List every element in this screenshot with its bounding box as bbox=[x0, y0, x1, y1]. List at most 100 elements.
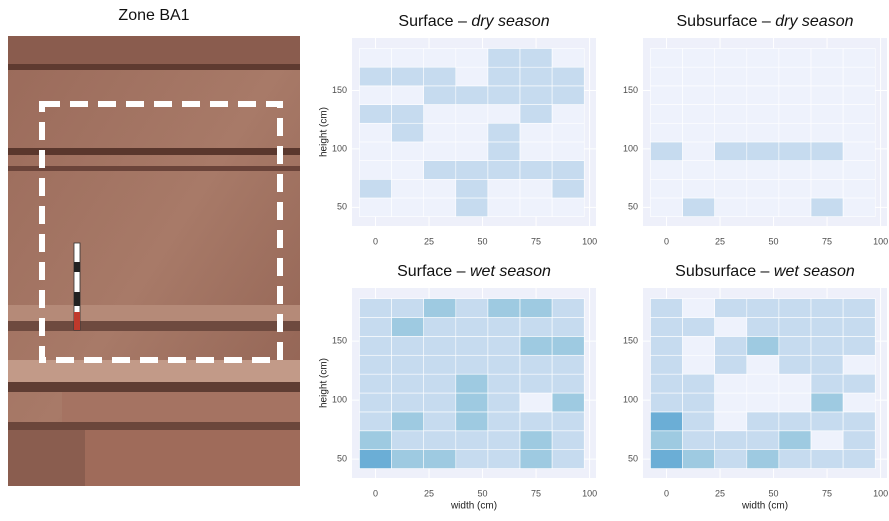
heat-cell bbox=[842, 48, 876, 68]
x-axis-label: width (cm) bbox=[450, 501, 497, 512]
heat-cell bbox=[423, 122, 457, 143]
heat-cell bbox=[391, 392, 425, 413]
heat-cell bbox=[778, 430, 812, 450]
y-tick-label: 150 bbox=[623, 335, 638, 345]
heat-cell bbox=[682, 336, 716, 356]
heat-cell bbox=[746, 449, 780, 469]
heat-cell bbox=[778, 85, 812, 105]
heat-cell bbox=[487, 197, 521, 217]
heat-cell bbox=[746, 160, 780, 180]
heat-cell bbox=[455, 66, 489, 87]
heat-cell bbox=[714, 411, 748, 432]
heat-cell bbox=[519, 178, 553, 199]
heat-cell bbox=[778, 122, 812, 143]
heat-cell bbox=[359, 104, 392, 124]
heat-cell bbox=[746, 411, 780, 432]
heat-cell bbox=[455, 122, 489, 143]
heat-cell bbox=[455, 354, 489, 375]
chart-title: Subsurface – dry season bbox=[677, 13, 854, 30]
heat-cell bbox=[778, 197, 812, 217]
heat-cell bbox=[810, 317, 844, 337]
heat-cell bbox=[487, 449, 521, 469]
heat-cell bbox=[810, 178, 844, 199]
heat-cell bbox=[455, 85, 489, 105]
heat-cell bbox=[455, 392, 489, 413]
heat-cell bbox=[519, 66, 553, 87]
heat-cell bbox=[682, 430, 716, 450]
heat-cell bbox=[778, 48, 812, 68]
heat-cell bbox=[810, 449, 844, 469]
chart-title-text: Surface – bbox=[398, 13, 471, 30]
x-tick-label: 100 bbox=[582, 236, 597, 246]
heat-cell bbox=[487, 298, 521, 318]
heat-cell bbox=[682, 317, 716, 337]
heat-cell bbox=[423, 141, 457, 161]
heat-cell bbox=[519, 354, 553, 375]
heat-cell bbox=[810, 298, 844, 318]
heat-cell bbox=[682, 85, 716, 105]
heat-cell bbox=[551, 66, 585, 87]
x-tick-label: 50 bbox=[478, 488, 488, 498]
heat-cell bbox=[810, 197, 844, 217]
heat-cell bbox=[455, 141, 489, 161]
heat-cell bbox=[682, 373, 716, 394]
heat-cell bbox=[650, 430, 683, 450]
heat-cell bbox=[391, 317, 425, 337]
heat-cell bbox=[842, 85, 876, 105]
heat-cell bbox=[519, 141, 553, 161]
heat-cell bbox=[714, 141, 748, 161]
heat-cell bbox=[391, 141, 425, 161]
heat-cell bbox=[359, 449, 392, 469]
heat-cell bbox=[682, 104, 716, 124]
heat-cell bbox=[810, 141, 844, 161]
x-tick-label: 75 bbox=[531, 236, 541, 246]
heat-cell bbox=[519, 298, 553, 318]
heat-cell bbox=[810, 85, 844, 105]
heat-cell bbox=[519, 104, 553, 124]
heat-cell bbox=[650, 141, 683, 161]
heat-cell bbox=[423, 104, 457, 124]
heat-cell bbox=[359, 317, 392, 337]
y-tick-label: 50 bbox=[628, 202, 638, 212]
x-tick-label: 100 bbox=[873, 236, 888, 246]
heat-cell bbox=[746, 66, 780, 87]
heat-cell bbox=[519, 122, 553, 143]
heat-cell bbox=[746, 104, 780, 124]
heat-cell bbox=[551, 373, 585, 394]
heat-cell bbox=[714, 66, 748, 87]
heat-cell bbox=[714, 354, 748, 375]
x-tick-label: 0 bbox=[664, 488, 669, 498]
heat-cell bbox=[810, 66, 844, 87]
heat-cell bbox=[810, 392, 844, 413]
heat-cell bbox=[487, 104, 521, 124]
heat-cell bbox=[359, 48, 392, 68]
photo-label: Zone BA1 bbox=[118, 7, 189, 24]
heat-cell bbox=[650, 336, 683, 356]
heat-cell bbox=[423, 317, 457, 337]
heat-cell bbox=[455, 317, 489, 337]
heat-cell bbox=[714, 104, 748, 124]
heat-cell bbox=[551, 430, 585, 450]
heat-cell bbox=[551, 141, 585, 161]
chart-title-text: Surface – bbox=[397, 263, 470, 280]
chart-title: Subsurface – wet season bbox=[675, 263, 855, 280]
heat-cell bbox=[519, 430, 553, 450]
chart-title-text: Subsurface – bbox=[675, 263, 774, 280]
heat-cell bbox=[359, 373, 392, 394]
heat-cell bbox=[810, 354, 844, 375]
heat-cell bbox=[487, 66, 521, 87]
heat-cell bbox=[714, 336, 748, 356]
heat-cell bbox=[359, 85, 392, 105]
x-axis-label: width (cm) bbox=[741, 501, 788, 512]
heat-cell bbox=[842, 160, 876, 180]
heat-cell bbox=[650, 373, 683, 394]
heat-cell bbox=[842, 122, 876, 143]
heat-cell bbox=[746, 141, 780, 161]
heat-cell bbox=[682, 122, 716, 143]
heat-cell bbox=[682, 411, 716, 432]
x-tick-label: 50 bbox=[769, 236, 779, 246]
heat-cell bbox=[714, 298, 748, 318]
heat-cell bbox=[359, 66, 392, 87]
heat-cell bbox=[359, 197, 392, 217]
